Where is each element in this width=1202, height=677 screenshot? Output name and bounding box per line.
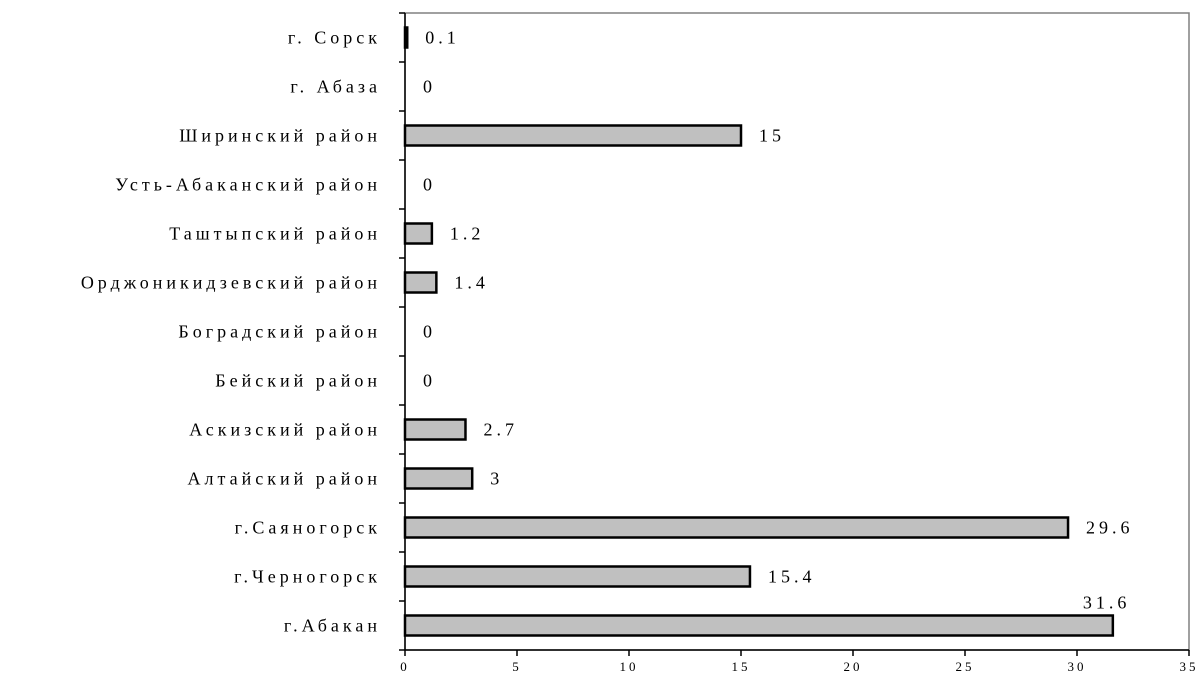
category-label: г.Абакан xyxy=(284,616,381,636)
x-tick-label: 0 xyxy=(400,659,410,674)
category-label: Аскизский район xyxy=(189,420,381,440)
labels-layer: г. Сорск 0.1 г. Абаза 0 Ширинский район 15 Уст… xyxy=(81,28,1134,636)
value-label: 0 xyxy=(423,371,436,391)
x-tick-label: 10 xyxy=(620,659,639,674)
value-label: 0.1 xyxy=(425,28,460,48)
bar xyxy=(403,222,434,245)
bar xyxy=(403,124,743,147)
value-label: 3 xyxy=(490,469,503,489)
category-label: г.Саяногорск xyxy=(235,518,381,538)
category-label: Таштыпский район xyxy=(169,224,381,244)
bar xyxy=(403,516,1070,539)
bar xyxy=(403,467,474,490)
category-label: Бейский район xyxy=(215,371,381,391)
category-label: Усть-Абаканский район xyxy=(115,175,381,195)
category-label: г. Сорск xyxy=(288,28,381,48)
x-tick-label: 30 xyxy=(1068,659,1087,674)
value-label: 0 xyxy=(423,322,436,342)
bar xyxy=(403,565,752,588)
category-label: Алтайский район xyxy=(188,469,381,489)
value-label: 29.6 xyxy=(1086,518,1134,538)
value-label: 2.7 xyxy=(483,420,517,440)
value-label: 15 xyxy=(759,126,785,146)
value-label: 15.4 xyxy=(768,567,816,587)
x-tick-label: 25 xyxy=(956,659,975,674)
bar xyxy=(403,614,1115,637)
value-label: 0 xyxy=(423,77,436,97)
category-label: г.Черногорск xyxy=(234,567,381,587)
value-label: 31.6 xyxy=(1083,593,1131,613)
x-tick-label: 15 xyxy=(732,659,751,674)
x-tick-label: 35 xyxy=(1180,659,1199,674)
x-tick-label: 20 xyxy=(844,659,863,674)
category-label: г. Абаза xyxy=(290,77,381,97)
value-label: 0 xyxy=(423,175,436,195)
value-label: 1.4 xyxy=(454,273,489,293)
bars-layer xyxy=(403,26,1115,637)
category-label: Орджоникидзевский район xyxy=(81,273,381,293)
x-tick-label: 5 xyxy=(512,659,522,674)
bar xyxy=(403,418,467,441)
bar xyxy=(403,271,438,294)
value-label: 1.2 xyxy=(450,224,485,244)
plot-frame xyxy=(404,12,1190,651)
category-label: Ширинский район xyxy=(179,126,381,146)
category-label: Боградский район xyxy=(178,322,381,342)
ticks-layer: 0 5 10 15 20 25 30 35 xyxy=(399,12,1199,674)
